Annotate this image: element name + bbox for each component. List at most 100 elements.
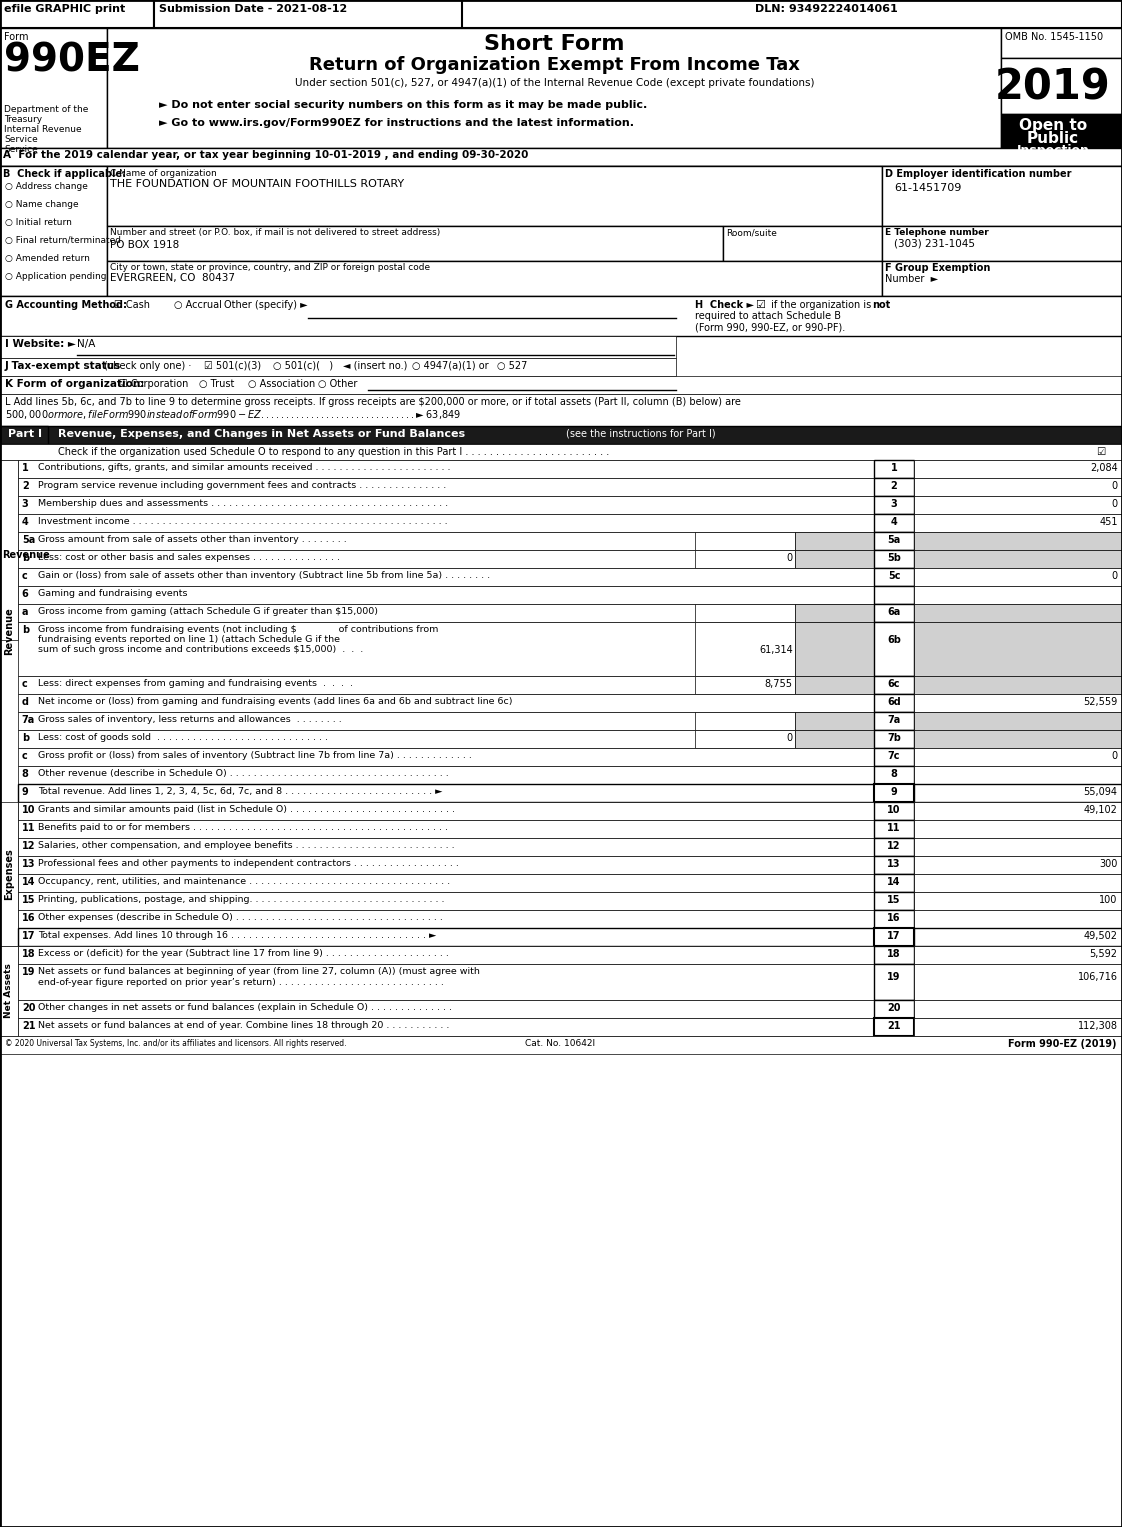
Bar [914, 767, 1121, 783]
Text: Part I: Part I [8, 429, 42, 438]
Text: (check only one) ·: (check only one) · [104, 360, 192, 371]
Bar [874, 928, 914, 947]
Text: Net assets or fund balances at beginning of year (from line 27, column (A)) (mus: Net assets or fund balances at beginning… [37, 967, 480, 976]
Text: ○ Initial return: ○ Initial return [5, 218, 72, 228]
Text: Number  ►: Number ► [885, 273, 938, 284]
Text: Other (specify) ►: Other (specify) ► [224, 299, 307, 310]
Bar [695, 531, 795, 550]
Text: Less: direct expenses from gaming and fundraising events  .  .  .  .: Less: direct expenses from gaming and fu… [37, 680, 352, 689]
Bar [914, 964, 1121, 1000]
Text: J Tax-exempt status: J Tax-exempt status [5, 360, 121, 371]
Bar [914, 857, 1121, 873]
Text: 8: 8 [891, 770, 898, 779]
Bar [882, 261, 1121, 296]
Text: ☑ Corporation: ☑ Corporation [120, 379, 189, 389]
Text: 7c: 7c [887, 751, 900, 760]
Text: L Add lines 5b, 6c, and 7b to line 9 to determine gross receipts. If gross recei: L Add lines 5b, 6c, and 7b to line 9 to … [5, 397, 741, 408]
Text: B  Check if applicable:: B Check if applicable: [3, 169, 126, 179]
Text: 18: 18 [887, 948, 901, 959]
Text: PO BOX 1918: PO BOX 1918 [111, 240, 180, 250]
Text: 5,592: 5,592 [1089, 948, 1118, 959]
Text: 16: 16 [887, 913, 901, 922]
Bar [914, 783, 1121, 802]
Text: Occupancy, rent, utilities, and maintenance . . . . . . . . . . . . . . . . . . : Occupancy, rent, utilities, and maintena… [37, 876, 449, 886]
Bar [18, 531, 874, 550]
Text: Room/suite: Room/suite [726, 228, 777, 237]
Text: 18: 18 [21, 948, 35, 959]
Text: Benefits paid to or for members . . . . . . . . . . . . . . . . . . . . . . . . : Benefits paid to or for members . . . . … [37, 823, 448, 832]
Text: 4: 4 [21, 518, 28, 527]
Text: 5c: 5c [887, 571, 900, 580]
Text: 7a: 7a [21, 715, 35, 725]
Text: Short Form: Short Form [484, 34, 624, 53]
Bar [914, 621, 1121, 676]
Text: Gross income from gaming (attach Schedule G if greater than $15,000): Gross income from gaming (attach Schedul… [37, 608, 378, 615]
Bar [914, 748, 1121, 767]
Bar [914, 838, 1121, 857]
Bar [874, 820, 914, 838]
Text: A  For the 2019 calendar year, or tax year beginning 10-01-2019 , and ending 09-: A For the 2019 calendar year, or tax yea… [3, 150, 528, 160]
Bar [874, 748, 914, 767]
Bar [882, 166, 1121, 226]
Bar [18, 586, 874, 605]
Text: required to attach Schedule B: required to attach Schedule B [695, 312, 841, 321]
Text: 2019: 2019 [995, 66, 1111, 108]
Bar [874, 531, 914, 550]
Bar [874, 783, 914, 802]
Bar [18, 838, 874, 857]
Text: 17: 17 [21, 931, 35, 941]
Text: 0: 0 [787, 733, 793, 744]
Text: ► Go to www.irs.gov/Form990EZ for instructions and the latest information.: ► Go to www.irs.gov/Form990EZ for instru… [159, 118, 634, 128]
Text: ☑ 501(c)(3): ☑ 501(c)(3) [203, 360, 261, 371]
Text: 12: 12 [21, 841, 35, 851]
Text: 49,102: 49,102 [1084, 805, 1118, 815]
Bar [874, 515, 914, 531]
Bar [0, 426, 1121, 444]
Bar [724, 226, 882, 261]
Bar [18, 748, 874, 767]
Text: ► Do not enter social security numbers on this form as it may be made public.: ► Do not enter social security numbers o… [159, 99, 647, 110]
Bar [914, 947, 1121, 964]
Text: 61-1451709: 61-1451709 [894, 183, 962, 192]
Text: 16: 16 [21, 913, 35, 922]
Bar [874, 1019, 914, 1035]
Bar [695, 605, 795, 621]
Text: Revenue: Revenue [2, 550, 50, 560]
Bar [0, 394, 1121, 426]
Text: Gross sales of inventory, less returns and allowances  . . . . . . . .: Gross sales of inventory, less returns a… [37, 715, 341, 724]
Bar [914, 676, 1121, 693]
Text: Professional fees and other payments to independent contractors . . . . . . . . : Professional fees and other payments to … [37, 860, 458, 867]
Bar [795, 712, 874, 730]
Text: $500,000 or more, file Form 990 instead of Form 990-EZ . . . . . . . . . . . . .: $500,000 or more, file Form 990 instead … [5, 408, 461, 421]
Text: efile GRAPHIC print: efile GRAPHIC print [5, 5, 125, 14]
Text: 2: 2 [891, 481, 898, 492]
Bar [914, 586, 1121, 605]
Text: Gross profit or (loss) from sales of inventory (Subtract line 7b from line 7a) .: Gross profit or (loss) from sales of inv… [37, 751, 472, 760]
Bar [874, 910, 914, 928]
Text: Contributions, gifts, grants, and similar amounts received . . . . . . . . . . .: Contributions, gifts, grants, and simila… [37, 463, 450, 472]
Text: 21: 21 [887, 1022, 901, 1031]
Bar [18, 1019, 874, 1035]
Text: 6c: 6c [887, 680, 900, 689]
Text: 1: 1 [891, 463, 898, 473]
Bar [795, 605, 874, 621]
Text: ○ Name change: ○ Name change [5, 200, 79, 209]
Text: EVERGREEN, CO  80437: EVERGREEN, CO 80437 [111, 273, 235, 282]
Text: b: b [21, 553, 29, 563]
Bar [0, 148, 1121, 166]
Text: ○ 527: ○ 527 [497, 360, 527, 371]
Bar [18, 873, 874, 892]
Bar [914, 496, 1121, 515]
Text: Public: Public [1027, 131, 1079, 147]
Bar [18, 550, 874, 568]
Text: ◄ (insert no.): ◄ (insert no.) [343, 360, 408, 371]
Text: Less: cost or other basis and sales expenses . . . . . . . . . . . . . . .: Less: cost or other basis and sales expe… [37, 553, 340, 562]
Bar [695, 712, 795, 730]
Text: City or town, state or province, country, and ZIP or foreign postal code: City or town, state or province, country… [111, 263, 430, 272]
Text: c: c [21, 571, 27, 580]
Bar [874, 605, 914, 621]
Text: 6a: 6a [887, 608, 901, 617]
Bar [18, 928, 874, 947]
Text: 3: 3 [891, 499, 898, 508]
Text: Gain or (loss) from sale of assets other than inventory (Subtract line 5b from l: Gain or (loss) from sale of assets other… [37, 571, 490, 580]
